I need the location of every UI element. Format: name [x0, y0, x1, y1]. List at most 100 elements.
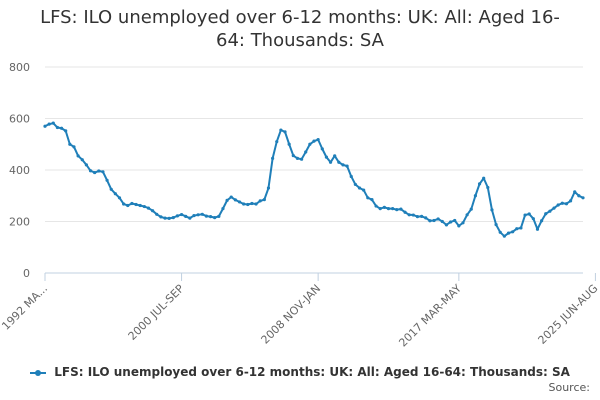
- data-point: [308, 142, 312, 146]
- data-point: [506, 231, 511, 235]
- data-point: [515, 227, 519, 231]
- data-point: [213, 216, 217, 220]
- data-point: [237, 200, 242, 204]
- data-point: [275, 140, 279, 144]
- data-point: [544, 212, 548, 216]
- legend[interactable]: LFS: ILO unemployed over 6-12 months: UK…: [0, 365, 600, 379]
- x-tick-label: 2008 NOV-JAN: [259, 282, 324, 347]
- data-point: [159, 215, 163, 219]
- data-point: [548, 209, 552, 213]
- data-point: [573, 190, 577, 194]
- data-point: [163, 216, 167, 220]
- data-point: [448, 220, 453, 224]
- data-point: [316, 138, 320, 142]
- x-tick-label: 2017 MAR-MAY: [396, 282, 464, 350]
- data-point: [88, 169, 93, 173]
- x-tick-label: 1992 MA...: [0, 282, 50, 333]
- data-point: [362, 188, 366, 192]
- data-point: [287, 142, 291, 146]
- data-point: [577, 194, 581, 198]
- data-point: [43, 124, 47, 128]
- data-point: [151, 209, 155, 213]
- data-point: [55, 125, 60, 130]
- data-point: [304, 150, 308, 154]
- data-point: [357, 186, 362, 190]
- data-point: [64, 129, 68, 133]
- data-point: [233, 198, 237, 202]
- data-point: [386, 207, 391, 211]
- data-point: [171, 216, 175, 220]
- data-point: [97, 169, 101, 173]
- data-point: [535, 227, 540, 231]
- data-point: [328, 160, 333, 164]
- data-point: [415, 215, 420, 219]
- data-point: [320, 147, 324, 151]
- x-tick-label: 2025 JUN-AUG: [536, 282, 600, 347]
- chart-title-line-1: LFS: ILO unemployed over 6-12 months: UK…: [40, 7, 560, 28]
- data-point: [531, 217, 535, 221]
- data-point: [333, 154, 337, 158]
- data-point: [444, 223, 449, 227]
- y-tick-label: 600: [9, 113, 30, 126]
- legend-dot: [35, 369, 42, 376]
- data-point: [242, 202, 246, 206]
- data-point: [175, 214, 180, 218]
- data-point: [473, 194, 477, 198]
- y-axis: 0 200 400 600 800: [9, 61, 30, 280]
- data-point: [568, 199, 573, 203]
- data-point: [167, 216, 171, 221]
- data-point: [353, 182, 357, 187]
- x-axis: 1992 MA... 2000 JUL-SEP 2008 NOV-JAN 2017 M…: [0, 272, 600, 350]
- data-point: [283, 130, 287, 134]
- data-point: [581, 196, 585, 200]
- data-point: [109, 187, 113, 191]
- data-point: [502, 234, 506, 238]
- data-point: [68, 142, 72, 146]
- y-tick-label: 800: [9, 61, 30, 74]
- data-point: [72, 145, 76, 149]
- data-point: [254, 202, 258, 206]
- data-point: [47, 122, 51, 126]
- data-point: [134, 202, 138, 207]
- data-point: [403, 210, 407, 214]
- data-point: [312, 139, 316, 143]
- data-point: [130, 201, 134, 206]
- data-point: [378, 207, 382, 211]
- data-point: [424, 216, 428, 220]
- data-point: [494, 222, 498, 227]
- legend-marker: [30, 369, 47, 376]
- data-point: [391, 207, 395, 211]
- data-point: [477, 182, 482, 186]
- data-point: [204, 214, 208, 218]
- data-point: [250, 201, 254, 206]
- data-point: [295, 156, 300, 161]
- data-point: [482, 176, 486, 180]
- data-point: [523, 213, 527, 217]
- gridlines: [45, 66, 583, 222]
- y-tick-label: 0: [23, 267, 30, 280]
- data-point: [469, 207, 473, 211]
- data-point: [556, 203, 560, 207]
- data-point: [490, 208, 494, 212]
- data-point: [486, 185, 490, 190]
- chart-title-line-2: 64: Thousands: SA: [216, 30, 384, 51]
- data-point: [519, 226, 523, 230]
- source-label[interactable]: Source:: [548, 381, 591, 394]
- data-point: [498, 230, 502, 234]
- data-point: [101, 170, 105, 174]
- data-point: [84, 163, 88, 167]
- data-point: [221, 207, 225, 211]
- x-tick-label: 2000 JUL-SEP: [126, 282, 187, 343]
- data-point: [155, 212, 159, 216]
- data-point: [324, 155, 329, 159]
- data-point: [51, 121, 55, 125]
- data-point: [188, 216, 192, 220]
- data-point: [399, 207, 403, 211]
- data-point: [457, 224, 461, 228]
- data-point: [217, 214, 221, 218]
- data-point: [80, 158, 84, 162]
- data-point: [370, 198, 374, 202]
- data-point: [105, 178, 109, 182]
- data-point: [428, 219, 432, 223]
